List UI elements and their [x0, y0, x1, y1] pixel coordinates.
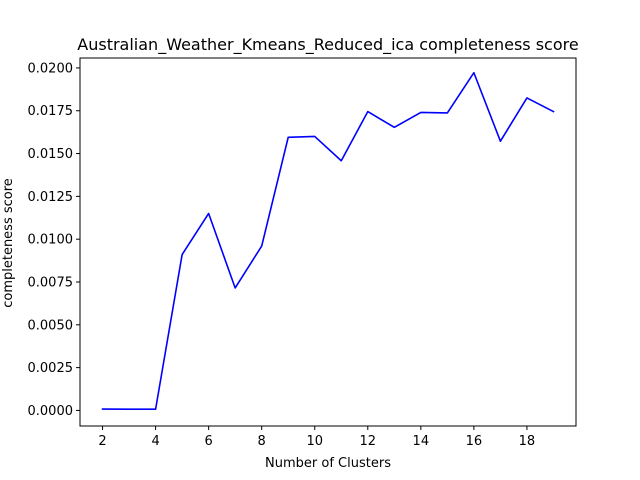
- axes-frame: [79, 57, 577, 427]
- series-line-0: [101, 71, 555, 411]
- y-tick-label: 0.0100: [28, 233, 74, 248]
- y-tick-label: 0.0000: [28, 404, 74, 419]
- y-tick-label: 0.0075: [28, 275, 74, 290]
- x-tick-label: 8: [258, 434, 266, 449]
- x-tick-label: 4: [151, 434, 159, 449]
- y-tick-label: 0.0125: [28, 190, 74, 205]
- x-tick-label: 12: [360, 434, 377, 449]
- x-axis-label: Number of Clusters: [265, 456, 391, 471]
- plot-area: 2 4 6 8 10 12 14 16 18 0.0000 0.0025 0.0050 0.0075 0.…: [28, 57, 577, 449]
- x-tick-label: 14: [413, 434, 430, 449]
- chart-title: Australian_Weather_Kmeans_Reduced_ica co…: [77, 35, 578, 55]
- x-tick-label: 2: [98, 434, 106, 449]
- y-axis-label: completeness score: [1, 178, 16, 308]
- x-tick-label: 10: [306, 434, 323, 449]
- y-tick-label: 0.0150: [28, 147, 74, 162]
- y-tick-label: 0.0200: [28, 61, 74, 76]
- y-tick-label: 0.0050: [28, 318, 74, 333]
- y-tick-label: 0.0175: [28, 104, 74, 119]
- x-tick-label: 16: [466, 434, 483, 449]
- y-tick-label: 0.0025: [28, 361, 74, 376]
- x-tick-label: 6: [205, 434, 213, 449]
- x-tick-label: 18: [519, 434, 536, 449]
